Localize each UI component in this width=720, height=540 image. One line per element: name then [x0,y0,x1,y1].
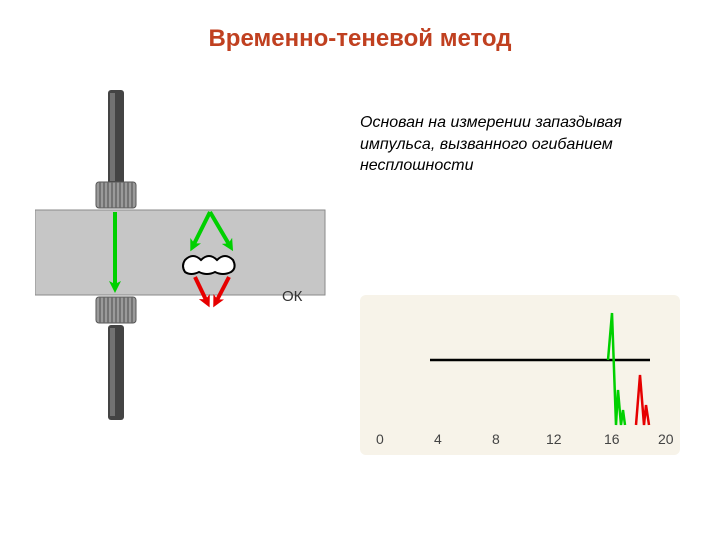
xtick-4: 16 [604,431,620,447]
signal-chart: 0 4 8 12 16 20 [360,295,680,455]
chart-svg [360,295,680,455]
xtick-3: 12 [546,431,562,447]
red-pulse [636,375,649,425]
diagram-container [35,90,335,430]
probe-top [96,90,136,208]
test-slab [35,210,325,295]
page-title: Временно-теневой метод [0,25,720,53]
xtick-1: 4 [434,431,442,447]
diagram-svg [35,90,335,430]
xtick-2: 8 [492,431,500,447]
defect-shape [183,256,235,274]
green-pulse [608,313,625,425]
xtick-0: 0 [376,431,384,447]
xtick-5: 20 [658,431,674,447]
method-description: Основан на измерении запаздывая импульса… [360,112,690,177]
probe-bottom [96,297,136,420]
ok-label: ОК [282,288,302,305]
